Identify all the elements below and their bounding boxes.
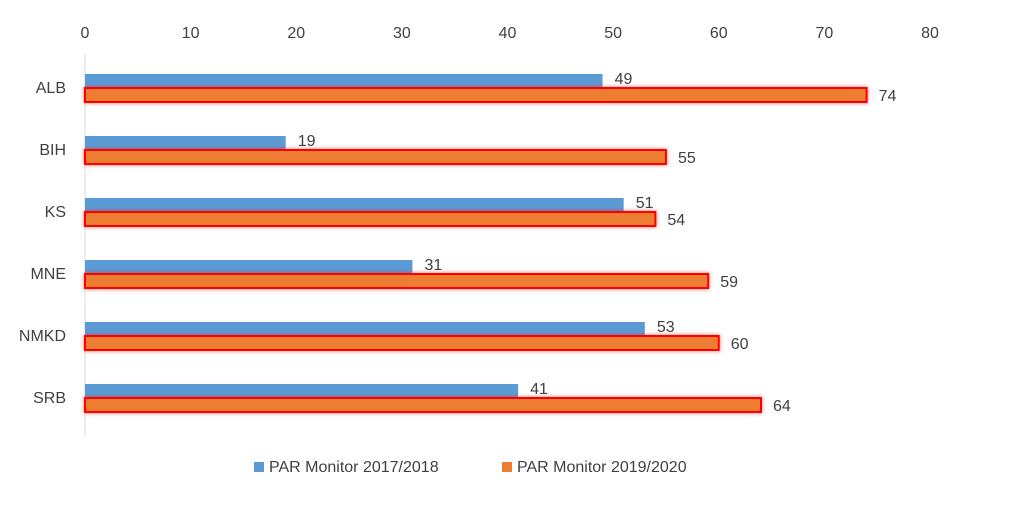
bar-series-2 <box>84 397 762 413</box>
bar-series-2 <box>84 335 720 351</box>
data-label-series-2: 64 <box>773 398 791 415</box>
x-tick-label: 50 <box>604 25 622 42</box>
x-tick-label: 80 <box>921 25 939 42</box>
data-label-series-2: 59 <box>720 274 738 291</box>
data-label-series-2: 60 <box>731 336 749 353</box>
bar-series-1 <box>85 260 413 274</box>
data-label-series-2: 74 <box>879 88 897 105</box>
bar-series-2 <box>84 149 667 165</box>
x-tick-label: 10 <box>182 25 200 42</box>
category-label: SRB <box>33 390 66 407</box>
bar-series-2 <box>84 211 657 227</box>
x-tick-label: 0 <box>81 25 90 42</box>
legend-swatch-series-2 <box>502 462 512 472</box>
legend-swatch-series-1 <box>254 462 264 472</box>
category-label: BIH <box>39 142 66 159</box>
bar-series-1 <box>85 384 519 398</box>
data-label-series-1: 31 <box>424 257 442 274</box>
x-tick-label: 30 <box>393 25 411 42</box>
bar-series-1 <box>85 322 645 336</box>
data-label-series-1: 51 <box>636 195 654 212</box>
x-tick-label: 40 <box>499 25 517 42</box>
data-labels: 49 74 19 55 51 54 31 59 53 60 41 64 <box>298 71 897 415</box>
bar-series-1 <box>85 136 286 150</box>
category-label: NMKD <box>19 328 66 345</box>
data-label-series-2: 55 <box>678 150 696 167</box>
bar-series-2 <box>84 273 710 289</box>
category-label: KS <box>45 204 66 221</box>
category-labels: ALB BIH KS MNE NMKD SRB <box>19 80 66 407</box>
data-label-series-1: 53 <box>657 319 675 336</box>
bar-series-1 <box>85 74 603 88</box>
bars-group <box>84 74 868 413</box>
category-label: ALB <box>36 80 66 97</box>
x-tick-label: 70 <box>815 25 833 42</box>
legend-label-series-1: PAR Monitor 2017/2018 <box>269 459 439 476</box>
x-tick-label: 60 <box>710 25 728 42</box>
category-label: MNE <box>30 266 66 283</box>
bar-series-2 <box>84 87 868 103</box>
x-tick-label: 20 <box>287 25 305 42</box>
data-label-series-1: 49 <box>615 71 633 88</box>
data-label-series-1: 41 <box>530 381 548 398</box>
data-label-series-1: 19 <box>298 133 316 150</box>
data-label-series-2: 54 <box>667 212 685 229</box>
legend: PAR Monitor 2017/2018 PAR Monitor 2019/20… <box>254 459 687 476</box>
bar-series-1 <box>85 198 624 212</box>
legend-label-series-2: PAR Monitor 2019/2020 <box>517 459 687 476</box>
x-axis-ticks: 0 10 20 30 40 50 60 70 80 <box>81 25 939 42</box>
